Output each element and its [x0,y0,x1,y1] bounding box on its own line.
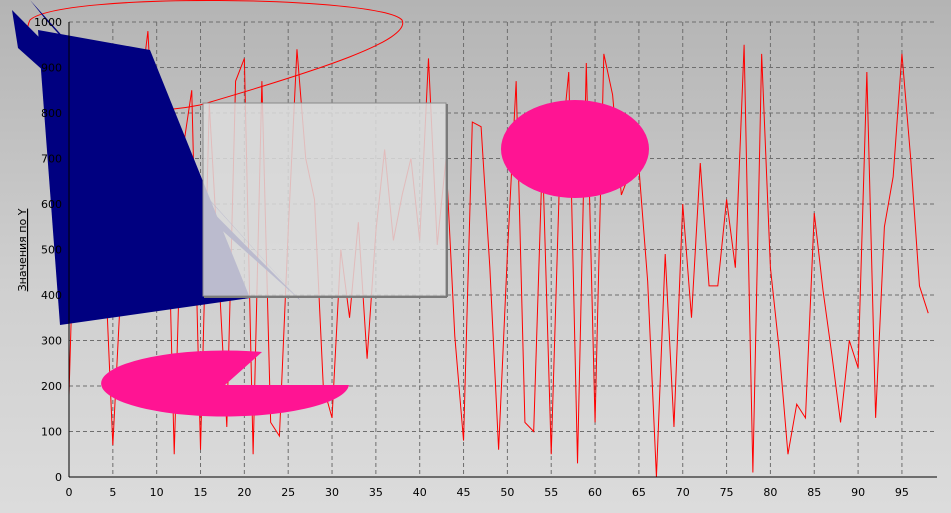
x-tick-label: 95 [895,486,909,499]
grey-panel [202,102,447,297]
y-tick-label: 1000 [34,16,62,29]
x-tick-label: 10 [150,486,164,499]
x-tick-label: 25 [281,486,295,499]
axes: 0 5 10 15 20 25 30 35 40 45 50 55 60 65 70 75 80 85 90 95 0 1… [34,16,937,499]
y-tick-label: 600 [41,198,62,211]
x-tick-label: 0 [66,486,73,499]
y-tick-label: 700 [41,153,62,166]
x-tick-label: 70 [676,486,690,499]
y-tick-label: 0 [55,471,62,484]
y-tick-label: 900 [41,62,62,75]
magenta-ellipse [501,100,649,198]
x-tick-label: 50 [500,486,514,499]
x-tick-label: 5 [109,486,116,499]
y-tick-label: 400 [41,289,62,302]
x-tick-label: 35 [369,486,383,499]
y-tick-label: 100 [41,426,62,439]
x-tick-label: 90 [851,486,865,499]
y-axis-title: Значения по Y [16,208,29,291]
y-tick-label: 800 [41,107,62,120]
y-tick-label: 300 [41,335,62,348]
x-tick-label: 40 [413,486,427,499]
x-tick-label: 15 [194,486,208,499]
x-tick-label: 45 [457,486,471,499]
x-tick-label: 60 [588,486,602,499]
y-tick-label: 200 [41,380,62,393]
blue-triangle [38,30,250,325]
x-tick-label: 85 [807,486,821,499]
x-tick-label: 75 [720,486,734,499]
overlay-shapes [12,0,649,417]
y-tick-label: 500 [41,244,62,257]
magenta-pie [101,350,350,417]
x-tick-label: 55 [544,486,558,499]
x-tick-label: 80 [763,486,777,499]
x-tick-label: 65 [632,486,646,499]
x-tick-label: 20 [237,486,251,499]
x-tick-label: 30 [325,486,339,499]
